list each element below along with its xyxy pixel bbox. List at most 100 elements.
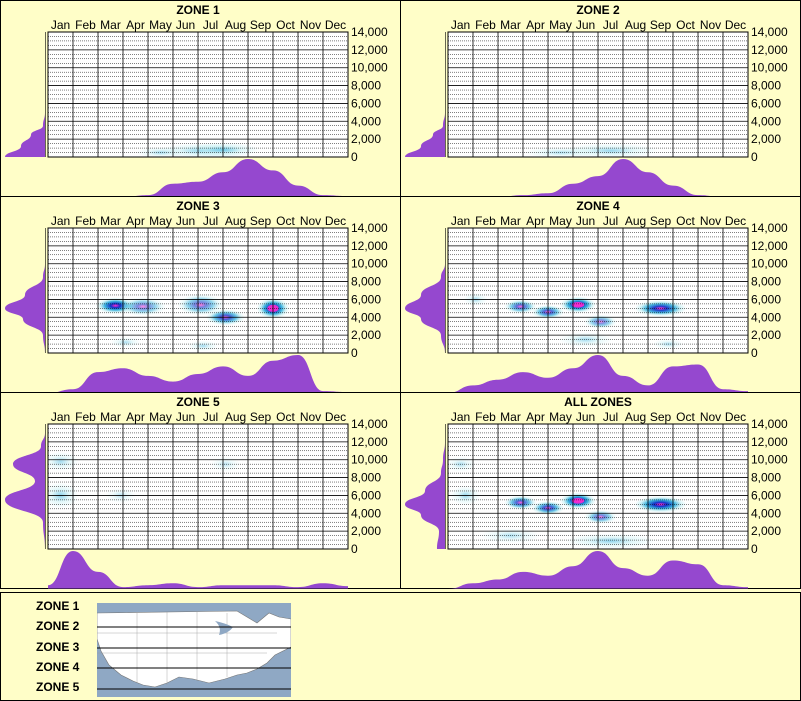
y-tick-label: 6,000	[751, 488, 781, 502]
elevation-density-curve	[5, 112, 45, 157]
density-blob	[448, 456, 476, 472]
month-label: Sep	[650, 18, 672, 32]
plot-border	[447, 31, 749, 158]
grid-lines	[48, 228, 348, 353]
month-density-curve	[48, 551, 348, 589]
y-tick-label: 6,000	[751, 292, 781, 306]
month-label: Jul	[203, 18, 218, 32]
y-tick-label: 2,000	[751, 328, 781, 342]
grid-lines	[448, 228, 748, 353]
y-tick-label: 4,000	[751, 114, 781, 128]
month-density-curve	[48, 159, 348, 197]
month-label: Nov	[700, 410, 721, 424]
y-tick-label: 4,000	[351, 114, 381, 128]
chart-panel-3: ZONE 3 Jan Feb Mar Apr May Jun Jul Aug Sep Oct Nov D…	[0, 196, 401, 393]
month-label: Aug	[225, 18, 246, 32]
y-tick-label: 6,000	[351, 292, 381, 306]
month-label: Sep	[250, 214, 272, 228]
month-label: Nov	[300, 18, 321, 32]
y-tick-label: 8,000	[351, 79, 381, 93]
y-tick-label: 10,000	[351, 257, 388, 271]
elevation-density-curve	[405, 263, 445, 353]
y-tick-label: 2,000	[751, 132, 781, 146]
month-label: Oct	[676, 410, 695, 424]
density-blob	[524, 147, 597, 157]
month-label: Jul	[203, 214, 218, 228]
y-tick-label: 4,000	[751, 506, 781, 520]
y-tick-label: 0	[351, 542, 358, 556]
month-label: Sep	[650, 214, 672, 228]
month-label: Jul	[603, 18, 618, 32]
density-peak	[571, 497, 585, 504]
y-tick-label: 6,000	[351, 488, 381, 502]
chart-svg: ZONE 3 Jan Feb Mar Apr May Jun Jul Aug Sep Oct Nov D…	[5, 199, 388, 393]
chart-title: ZONE 4	[576, 199, 620, 213]
grid-lines	[448, 32, 748, 157]
density-blob	[188, 340, 218, 352]
legend-zone-2-label: ZONE 2	[36, 619, 80, 633]
month-label: Jan	[451, 18, 470, 32]
month-label: Mar	[100, 214, 121, 228]
chart-panel-4: ZONE 4 Jan Feb Mar Apr May Jun Jul Aug Sep Oct Nov D…	[400, 196, 801, 393]
y-tick-label: 0	[751, 346, 758, 360]
month-label: Jun	[576, 18, 595, 32]
y-tick-label: 0	[351, 346, 358, 360]
chart-title: ZONE 5	[176, 395, 220, 409]
y-tick-label: 8,000	[751, 275, 781, 289]
y-tick-label: 14,000	[751, 25, 788, 39]
y-tick-label: 2,000	[351, 524, 381, 538]
y-tick-label: 0	[351, 150, 358, 164]
density-layer	[524, 143, 659, 157]
y-tick-label: 6,000	[351, 96, 381, 110]
y-tick-label: 10,000	[751, 61, 788, 75]
y-tick-label: 14,000	[351, 417, 388, 431]
elevation-density-curve	[405, 112, 445, 157]
month-label: Mar	[500, 18, 521, 32]
chart-panel-5: ZONE 5 Jan Feb Mar Apr May Jun Jul Aug Sep Oct Nov D…	[0, 392, 401, 589]
elevation-density-curve	[5, 263, 45, 353]
y-tick-label: 2,000	[351, 328, 381, 342]
month-label: Sep	[250, 18, 272, 32]
month-label: Dec	[725, 410, 746, 424]
density-blob	[504, 495, 537, 510]
month-label: Feb	[75, 18, 96, 32]
month-label: May	[149, 18, 172, 32]
legend-zone-5-label: ZONE 5	[36, 680, 80, 694]
month-label: Jun	[176, 410, 195, 424]
chart-svg: ZONE 4 Jan Feb Mar Apr May Jun Jul Aug Sep Oct Nov D…	[405, 199, 788, 393]
month-label: Jan	[51, 410, 70, 424]
density-blob	[504, 299, 537, 314]
month-label: Aug	[625, 18, 646, 32]
y-tick-label: 10,000	[751, 257, 788, 271]
month-density-curve	[448, 551, 748, 589]
chart-title: ZONE 2	[576, 3, 620, 17]
y-tick-label: 4,000	[351, 506, 381, 520]
density-blob	[136, 147, 185, 157]
y-tick-label: 12,000	[351, 43, 388, 57]
month-label: Apr	[126, 410, 145, 424]
month-label: Jan	[51, 18, 70, 32]
month-label: Aug	[625, 410, 646, 424]
chart-title: ALL ZONES	[564, 395, 632, 409]
month-label: Feb	[475, 18, 496, 32]
month-label: Apr	[526, 214, 545, 228]
plot-border	[47, 31, 349, 158]
grid-lines	[448, 424, 748, 549]
chart-title: ZONE 1	[176, 3, 220, 17]
chart-panel-1: ZONE 1 Jan Feb Mar Apr May Jun Jul Aug Sep Oct Nov D…	[0, 0, 401, 197]
month-label: Dec	[325, 18, 346, 32]
y-tick-label: 8,000	[351, 275, 381, 289]
month-label: Jul	[603, 214, 618, 228]
y-tick-label: 12,000	[351, 435, 388, 449]
month-label: Nov	[300, 410, 321, 424]
month-label: Dec	[325, 214, 346, 228]
y-tick-label: 6,000	[751, 96, 781, 110]
y-tick-label: 14,000	[351, 221, 388, 235]
density-blob	[210, 456, 241, 472]
month-label: Nov	[300, 214, 321, 228]
y-tick-label: 0	[751, 542, 758, 556]
grid-lines	[48, 424, 348, 549]
month-label: Dec	[725, 214, 746, 228]
chart-svg: ZONE 2 Jan Feb Mar Apr May Jun Jul Aug Sep Oct Nov D…	[405, 3, 788, 197]
month-label: Mar	[100, 410, 121, 424]
